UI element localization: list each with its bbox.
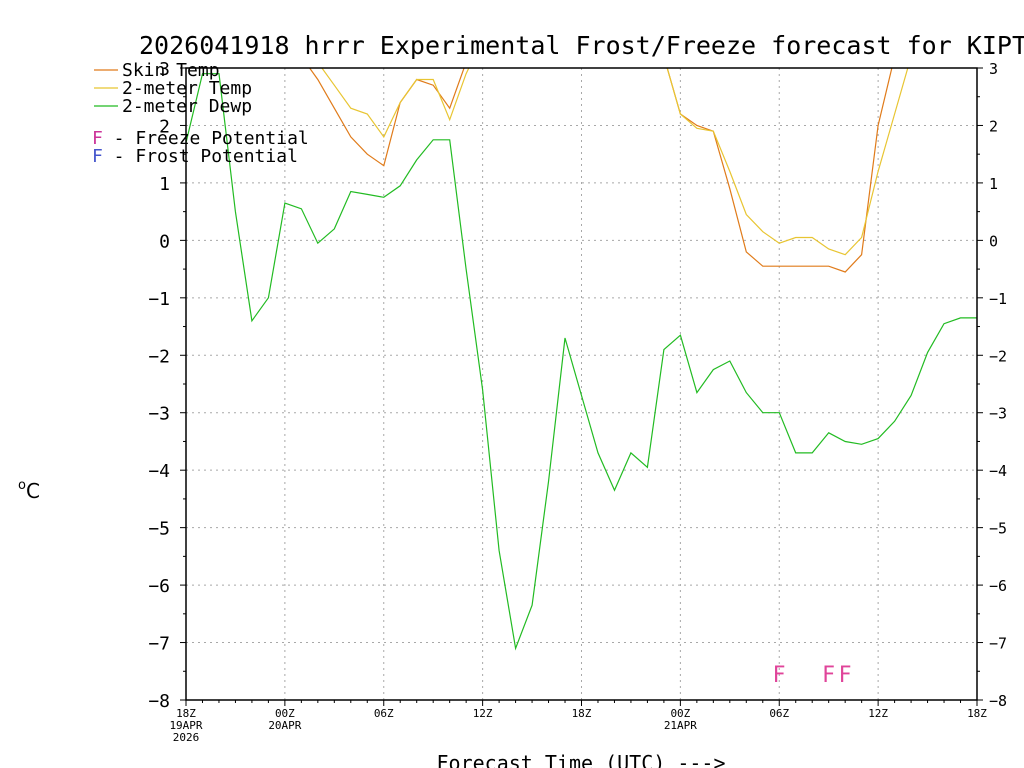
y-tick-label-left: −6	[148, 576, 170, 597]
y-tick-label-left: −7	[148, 634, 170, 655]
y-tick-label-right: −7	[989, 635, 1007, 653]
x-tick-label: 00Z	[670, 707, 690, 720]
series-line-2-meter-temp	[321, 68, 909, 256]
y-tick-label-right: −6	[989, 577, 1007, 595]
y-tick-label-right: −8	[989, 692, 1007, 710]
x-axis-label: Forecast Time (UTC) --->	[437, 751, 726, 768]
grid	[186, 68, 977, 700]
y-axis-label: oC	[18, 478, 40, 503]
legend-label: 2-meter Dewp	[122, 96, 252, 117]
y-tick-label-left: 0	[159, 231, 170, 252]
y-axis: −8 −8 −7 −7 −6 −6 −5 −5 −4 −4 −3 −3 −2 −2 −1 −1 0 0 1 1 2 2 3 3	[148, 59, 1007, 712]
y-tick-label-left: −2	[148, 346, 170, 367]
y-tick-label-left: −4	[148, 461, 170, 482]
x-tick-label: 06Z	[769, 707, 789, 720]
x-tick-label: 12Z	[868, 707, 888, 720]
y-tick-label-right: −4	[989, 462, 1007, 480]
x-tick-label: 06Z	[374, 707, 394, 720]
x-tick-label: 2026	[173, 731, 200, 744]
freeze-mark: F	[839, 663, 852, 688]
y-tick-label-left: −5	[148, 519, 170, 540]
y-tick-label-right: −1	[989, 290, 1007, 308]
y-tick-label-right: 1	[989, 175, 998, 193]
y-tick-label-left: 2	[159, 116, 170, 137]
legend-label: 2-meter Temp	[122, 78, 252, 99]
y-tick-label-right: 0	[989, 232, 998, 250]
x-tick-label: 21APR	[664, 719, 697, 732]
x-tick-label: 18Z	[967, 707, 987, 720]
y-tick-label-left: −1	[148, 289, 170, 310]
series-group	[186, 68, 977, 651]
x-tick-label: 18Z	[176, 707, 196, 720]
y-tick-label-left: 1	[159, 174, 170, 195]
freeze-mark: F	[822, 663, 835, 688]
freeze-mark: F	[773, 663, 786, 688]
y-axis-label-sup: o	[18, 478, 26, 493]
y-tick-label-right: 2	[989, 117, 998, 135]
plot-frame	[185, 67, 978, 701]
y-tick-label-left: −8	[148, 691, 170, 712]
chart-title: 2026041918 hrrr Experimental Frost/Freez…	[139, 31, 1024, 60]
y-tick-label-right: −3	[989, 405, 1007, 423]
legend-label: Skin Temp	[122, 60, 220, 81]
y-axis-label-unit: C	[26, 479, 40, 503]
x-tick-label: 19APR	[169, 719, 202, 732]
y-tick-label-right: −2	[989, 347, 1007, 365]
legend-potential: F - Freeze Potential	[92, 128, 309, 149]
x-tick-label: 20APR	[268, 719, 301, 732]
x-tick-label: 00Z	[275, 707, 295, 720]
x-tick-label: 18Z	[572, 707, 592, 720]
y-tick-label-right: −5	[989, 520, 1007, 538]
y-tick-label-left: 3	[159, 59, 170, 80]
y-tick-label-left: −3	[148, 404, 170, 425]
y-tick-label-right: 3	[989, 60, 998, 78]
legend-potential: F - Frost Potential	[92, 146, 298, 167]
series-line-2-meter-dewp	[186, 73, 977, 651]
series-line-skin-temp	[308, 68, 893, 273]
x-tick-label: 12Z	[473, 707, 493, 720]
